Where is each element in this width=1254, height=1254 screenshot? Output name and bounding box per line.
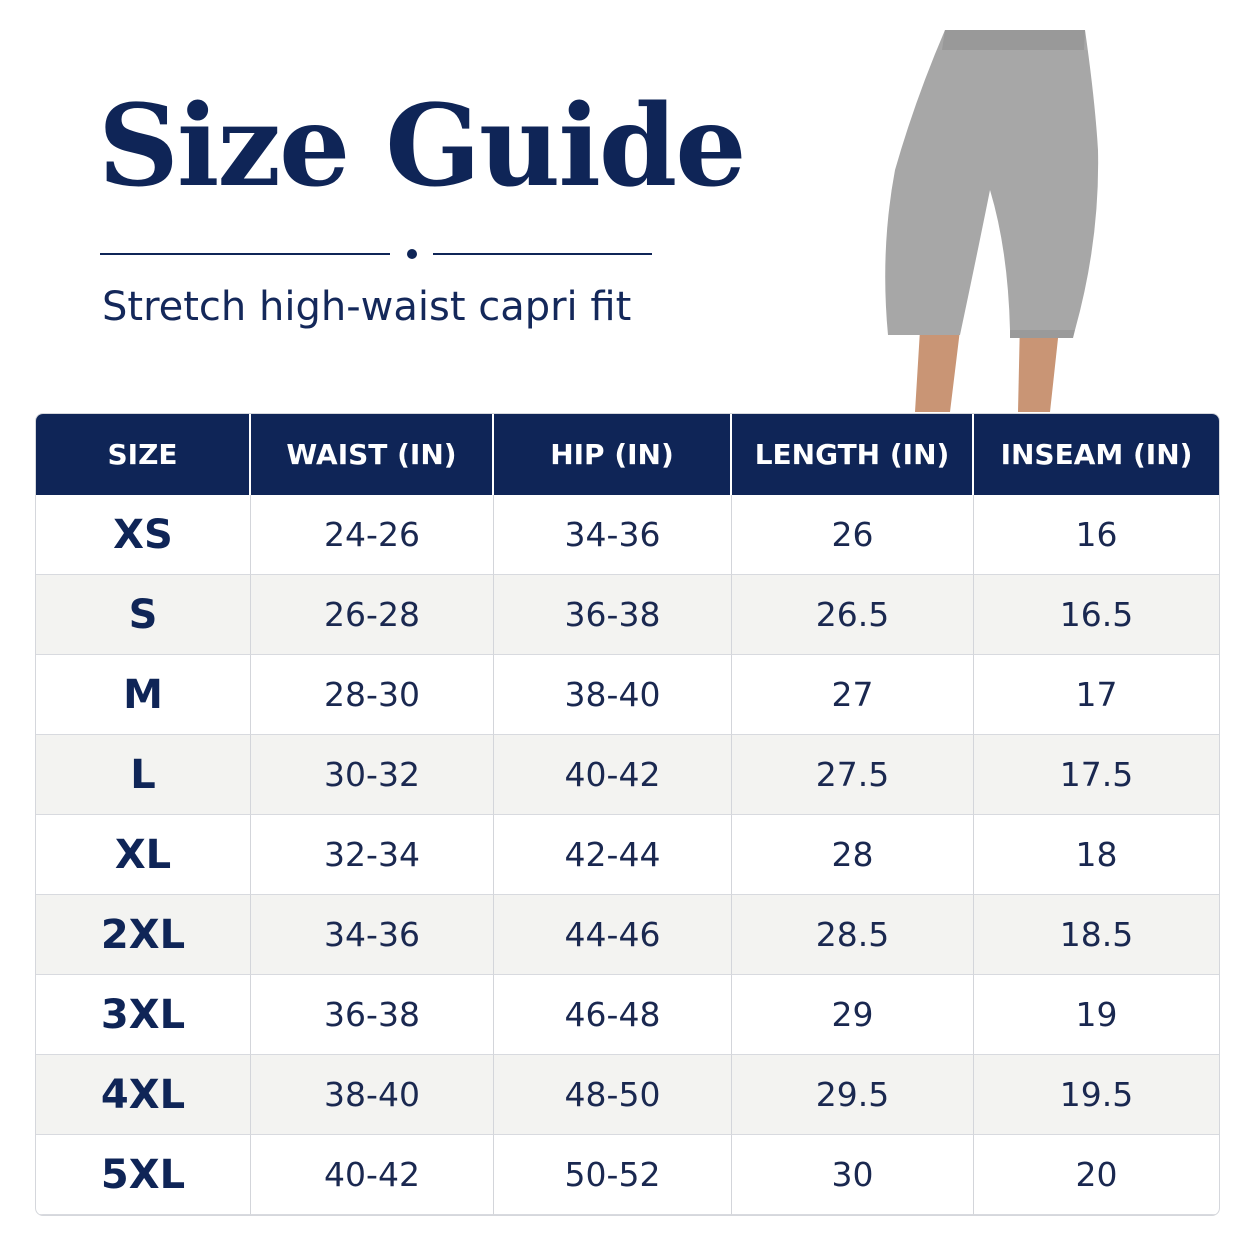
- column-header: HIP (IN): [494, 414, 732, 495]
- divider: [100, 249, 652, 259]
- size-label: XL: [36, 815, 251, 895]
- measurement: 28: [732, 815, 974, 895]
- measurement: 26-28: [251, 575, 494, 655]
- subtitle: Stretch high-waist capri fit: [102, 284, 632, 330]
- size-label: 5XL: [36, 1135, 251, 1215]
- measurement: 29: [732, 975, 974, 1055]
- size-label: XS: [36, 495, 251, 575]
- measurement: 16.5: [974, 575, 1219, 655]
- measurement: 29.5: [732, 1055, 974, 1135]
- column-header: LENGTH (IN): [732, 414, 974, 495]
- measurement: 42-44: [494, 815, 732, 895]
- measurement: 38-40: [494, 655, 732, 735]
- measurement: 26.5: [732, 575, 974, 655]
- measurement: 27.5: [732, 735, 974, 815]
- measurement: 34-36: [251, 895, 494, 975]
- measurement: 36-38: [251, 975, 494, 1055]
- size-table: SIZE WAIST (IN) HIP (IN) LENGTH (IN) INSEAM …: [35, 413, 1220, 1216]
- size-label: 4XL: [36, 1055, 251, 1135]
- measurement: 27: [732, 655, 974, 735]
- measurement: 50-52: [494, 1135, 732, 1215]
- measurement: 26: [732, 495, 974, 575]
- measurement: 20: [974, 1135, 1219, 1215]
- column-header: WAIST (IN): [251, 414, 494, 495]
- measurement: 17: [974, 655, 1219, 735]
- measurement: 36-38: [494, 575, 732, 655]
- measurement: 28.5: [732, 895, 974, 975]
- measurement: 38-40: [251, 1055, 494, 1135]
- measurement: 48-50: [494, 1055, 732, 1135]
- measurement: 44-46: [494, 895, 732, 975]
- measurement: 19.5: [974, 1055, 1219, 1135]
- column-header: INSEAM (IN): [974, 414, 1219, 495]
- product-image: [885, 30, 1099, 412]
- measurement: 16: [974, 495, 1219, 575]
- measurement: 34-36: [494, 495, 732, 575]
- title: Size Guide: [98, 81, 746, 212]
- measurement: 46-48: [494, 975, 732, 1055]
- measurement: 24-26: [251, 495, 494, 575]
- measurement: 40-42: [494, 735, 732, 815]
- measurement: 18: [974, 815, 1219, 895]
- size-label: 2XL: [36, 895, 251, 975]
- column-header: SIZE: [36, 414, 251, 495]
- size-label: L: [36, 735, 251, 815]
- measurement: 32-34: [251, 815, 494, 895]
- size-label: 3XL: [36, 975, 251, 1055]
- measurement: 30-32: [251, 735, 494, 815]
- size-label: M: [36, 655, 251, 735]
- measurement: 40-42: [251, 1135, 494, 1215]
- measurement: 18.5: [974, 895, 1219, 975]
- measurement: 30: [732, 1135, 974, 1215]
- measurement: 19: [974, 975, 1219, 1055]
- size-label: S: [36, 575, 251, 655]
- measurement: 28-30: [251, 655, 494, 735]
- measurement: 17.5: [974, 735, 1219, 815]
